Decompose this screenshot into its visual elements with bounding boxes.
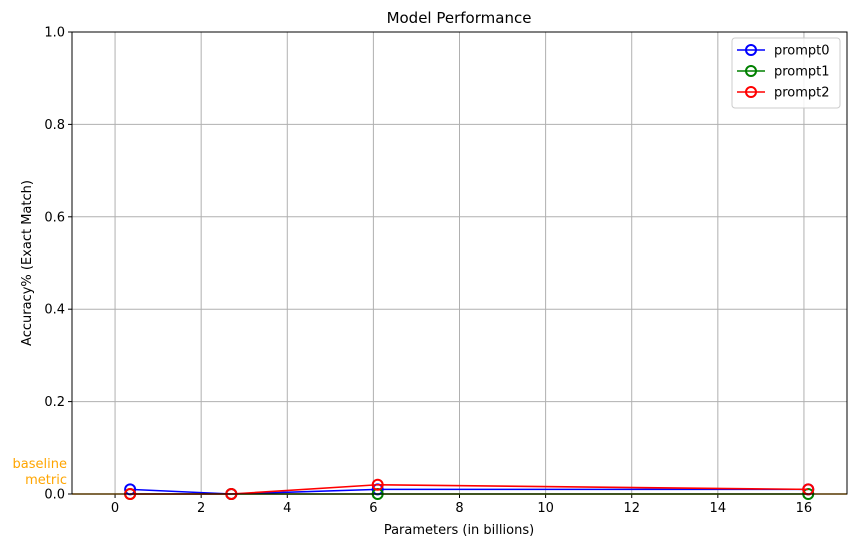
x-tick-label: 16: [796, 501, 813, 516]
x-tick-label: 10: [537, 501, 554, 516]
y-tick-label: 1.0: [44, 26, 65, 41]
grid: [72, 31, 847, 495]
x-tick-label: 14: [710, 501, 727, 516]
x-tick-label: 6: [369, 501, 377, 516]
legend-label: prompt0: [774, 44, 830, 59]
baseline-label-line: metric: [25, 473, 67, 488]
x-tick-label: 12: [623, 501, 640, 516]
x-tick-label: 2: [197, 501, 205, 516]
x-axis-label: Parameters (in billions): [384, 523, 534, 538]
x-tick-label: 8: [455, 501, 463, 516]
legend-label: prompt2: [774, 86, 830, 101]
legend-box: [731, 37, 841, 109]
baseline-label: baseline metric: [13, 457, 67, 488]
legend-marker-prompt2: [745, 86, 757, 98]
series-line-prompt0: [130, 488, 809, 495]
y-tick-label: 0.0: [44, 488, 65, 503]
legend: prompt0 prompt1 prompt2: [731, 37, 841, 109]
y-tick-label: 0.2: [44, 395, 65, 410]
legend-label: prompt1: [774, 65, 830, 80]
y-tick-label: 0.6: [44, 210, 65, 225]
y-tick-label: 0.4: [44, 303, 65, 318]
legend-marker-prompt0: [745, 44, 757, 56]
axis-ticks: 0 2 4 6 8 10 12 14 16 0.0 0.2 0.4 0.6 0.8 1.0: [44, 26, 812, 517]
plot-frame: [71, 31, 848, 495]
data-point-prompt2: [371, 478, 384, 491]
y-axis-label: Accuracy% (Exact Match): [20, 180, 35, 346]
x-tick-label: 4: [283, 501, 291, 516]
x-tick-label: 0: [111, 501, 119, 516]
baseline-label-line: baseline: [13, 457, 67, 472]
series: [124, 478, 815, 500]
chart-title: Model Performance: [387, 9, 532, 27]
y-tick-label: 0.8: [44, 118, 65, 133]
legend-marker-prompt1: [745, 65, 757, 77]
